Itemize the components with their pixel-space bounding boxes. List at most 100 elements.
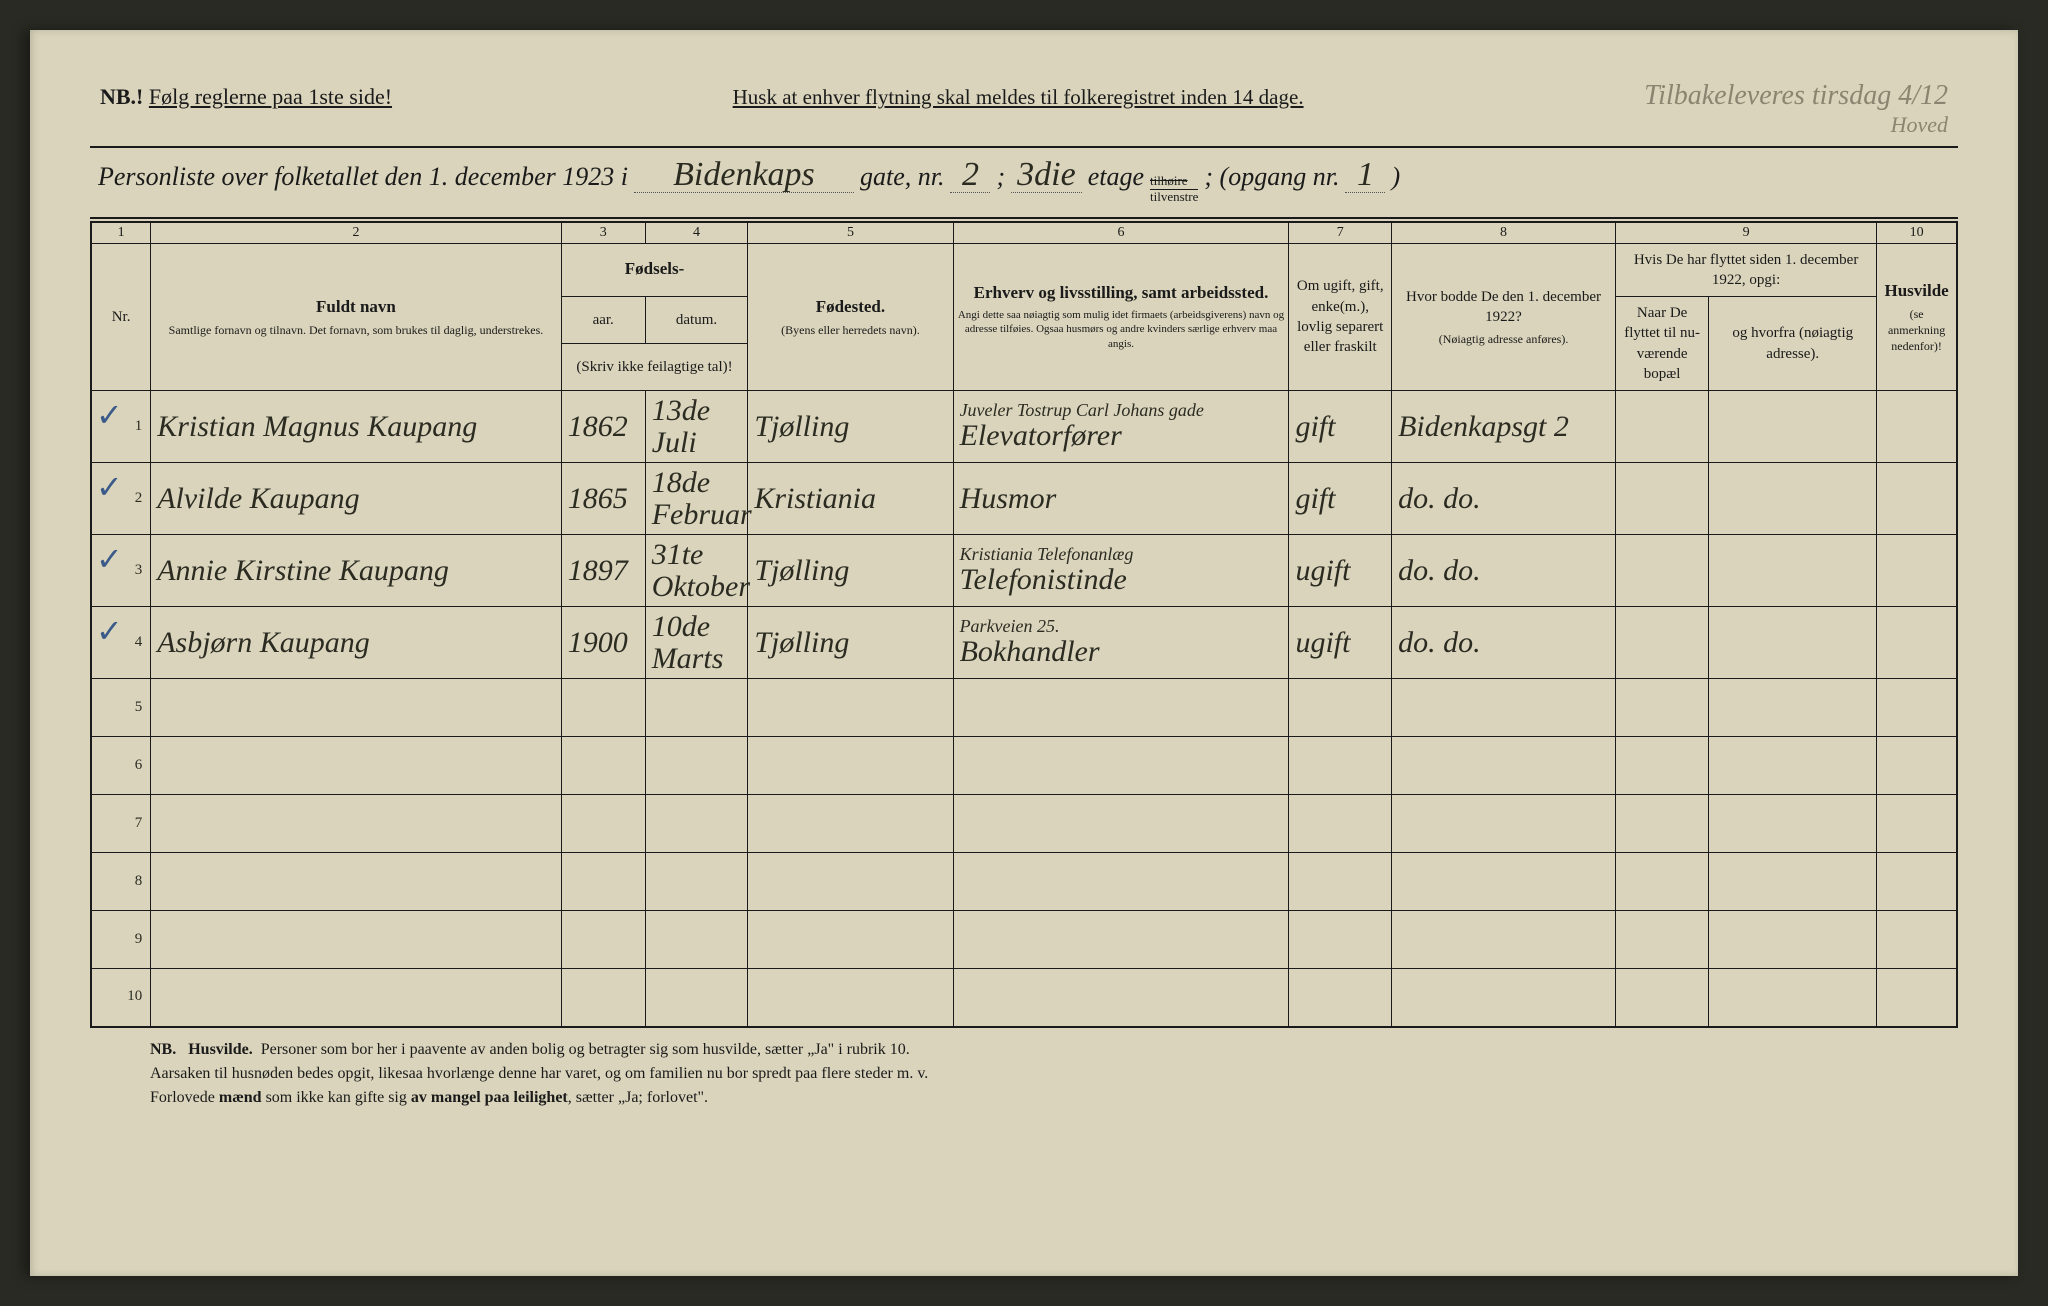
footer-line2: Aarsaken til husnøden bedes opgit, likes… [150,1065,928,1082]
col-moved: Hvis De har flyttet siden 1. december 19… [1615,243,1876,297]
cell-addr1922: Bidenkapsgt 2 [1392,391,1616,463]
cell-empty [1877,969,1957,1027]
cell-empty [953,911,1289,969]
cell-moved-when [1615,535,1708,607]
col-num: 5 [748,222,953,244]
cell-name: Alvilde Kaupang [151,463,562,535]
cell-empty [1877,911,1957,969]
cell-empty [953,679,1289,737]
col-num: 2 [151,222,562,244]
cell-empty [1615,679,1708,737]
cell-empty [561,911,645,969]
gate-number-field: 2 [950,158,990,193]
col-addr1922: Hvor bodde De den 1. december 1922? (Nøi… [1392,243,1616,391]
table-row-empty: 6 [91,737,1957,795]
col-occupation: Erhverv og livsstilling, samt arbeidsste… [953,243,1289,391]
footer-line3b: mænd [219,1089,262,1106]
cell-empty [1289,969,1392,1027]
cell-date: 31te Oktober [645,535,748,607]
checkmark-icon: ✓ [96,543,123,577]
cell-empty [645,969,748,1027]
cell-empty [1615,911,1708,969]
col-name-sub: Samtlige fornavn og tilnavn. Det fornavn… [155,322,557,338]
cell-name: Annie Kirstine Kaupang [151,535,562,607]
cell-empty [151,795,562,853]
cell-empty [151,969,562,1027]
cell-date: 18de Februar [645,463,748,535]
footer-line3d: av mangel paa leilighet [411,1089,568,1106]
opgang-field: 1 [1345,158,1385,193]
cell-marital: gift [1289,391,1392,463]
cell-empty [1615,795,1708,853]
cell-empty [1615,853,1708,911]
cell-date: 10de Marts [645,607,748,679]
table-row-empty: 10 [91,969,1957,1027]
cell-empty [953,737,1289,795]
col-husvilde: Husvilde (se anmerkning nedenfor)! [1877,243,1957,391]
cell-nr: 5 [91,679,151,737]
cell-name: Asbjørn Kaupang [151,607,562,679]
col-husvilde-sub: (se anmerkning nedenfor)! [1881,306,1952,355]
cell-moved-from [1709,391,1877,463]
col-num: 8 [1392,222,1616,244]
cell-name: Kristian Magnus Kaupang [151,391,562,463]
cell-empty [748,853,953,911]
col-occ-sub: Angi dette saa nøiagtig som mulig idet f… [958,308,1285,353]
col-place-head: Fødested. [816,297,885,316]
cell-empty [748,737,953,795]
cell-empty [748,679,953,737]
cell-place: Tjølling [748,607,953,679]
cell-marital: ugift [1289,535,1392,607]
nb-prefix: NB.! [100,84,143,109]
cell-empty [1877,679,1957,737]
footer-line3a: Forlovede [150,1089,219,1106]
cell-nr: 7 [91,795,151,853]
cell-nr: ✓1 [91,391,151,463]
close-paren: ) [1391,162,1400,192]
cell-empty [561,679,645,737]
col-num: 3 [561,222,645,244]
col-occ-head: Erhverv og livsstilling, samt arbeidsste… [974,283,1269,302]
cell-empty [1392,679,1616,737]
table-row-empty: 7 [91,795,1957,853]
top-notes-row: NB.! Følg reglerne paa 1ste side! Husk a… [90,80,1958,138]
col-moved-when: Naar De flyttet til nu-værende bopæl [1615,297,1708,391]
cell-empty [1709,911,1877,969]
cell-marital: ugift [1289,607,1392,679]
checkmark-icon: ✓ [96,471,123,505]
col-name: Fuldt navn Samtlige fornavn og tilnavn. … [151,243,562,391]
cell-empty [748,911,953,969]
cell-empty [1392,853,1616,911]
table-row: ✓1Kristian Magnus Kaupang186213de JuliTj… [91,391,1957,463]
cell-empty [1392,911,1616,969]
gate-label: gate, nr. [860,162,945,192]
cell-empty [1877,853,1957,911]
table-row: ✓4Asbjørn Kaupang190010de MartsTjøllingP… [91,607,1957,679]
cell-addr1922: do. do. [1392,535,1616,607]
cell-nr: ✓2 [91,463,151,535]
cell-empty [645,795,748,853]
cell-empty [561,737,645,795]
col-addr1922-sub: (Nøiagtig adresse anføres). [1396,331,1611,347]
cell-empty [1615,737,1708,795]
cell-nr: ✓3 [91,535,151,607]
cell-moved-when [1615,463,1708,535]
footer-husvilde: Husvilde. [188,1041,252,1058]
table-row-empty: 8 [91,853,1957,911]
census-table: 12345678910 Nr. Fuldt navn Samtlige forn… [90,221,1958,1028]
column-number-row: 12345678910 [91,222,1957,244]
header-row-1: Nr. Fuldt navn Samtlige fornavn og tilna… [91,243,1957,297]
cell-empty [645,853,748,911]
col-num: 10 [1877,222,1957,244]
cell-moved-from [1709,607,1877,679]
cell-empty [1289,853,1392,911]
table-row: ✓3Annie Kirstine Kaupang189731te Oktober… [91,535,1957,607]
table-row: ✓2Alvilde Kaupang186518de FebruarKristia… [91,463,1957,535]
cell-empty [1709,795,1877,853]
cell-empty [1392,737,1616,795]
col-num: 7 [1289,222,1392,244]
footer-line3e: , sætter „Ja; forlovet". [568,1089,708,1106]
form-title-row: Personliste over folketallet den 1. dece… [90,146,1958,219]
cell-moved-when [1615,607,1708,679]
cell-empty [1709,853,1877,911]
